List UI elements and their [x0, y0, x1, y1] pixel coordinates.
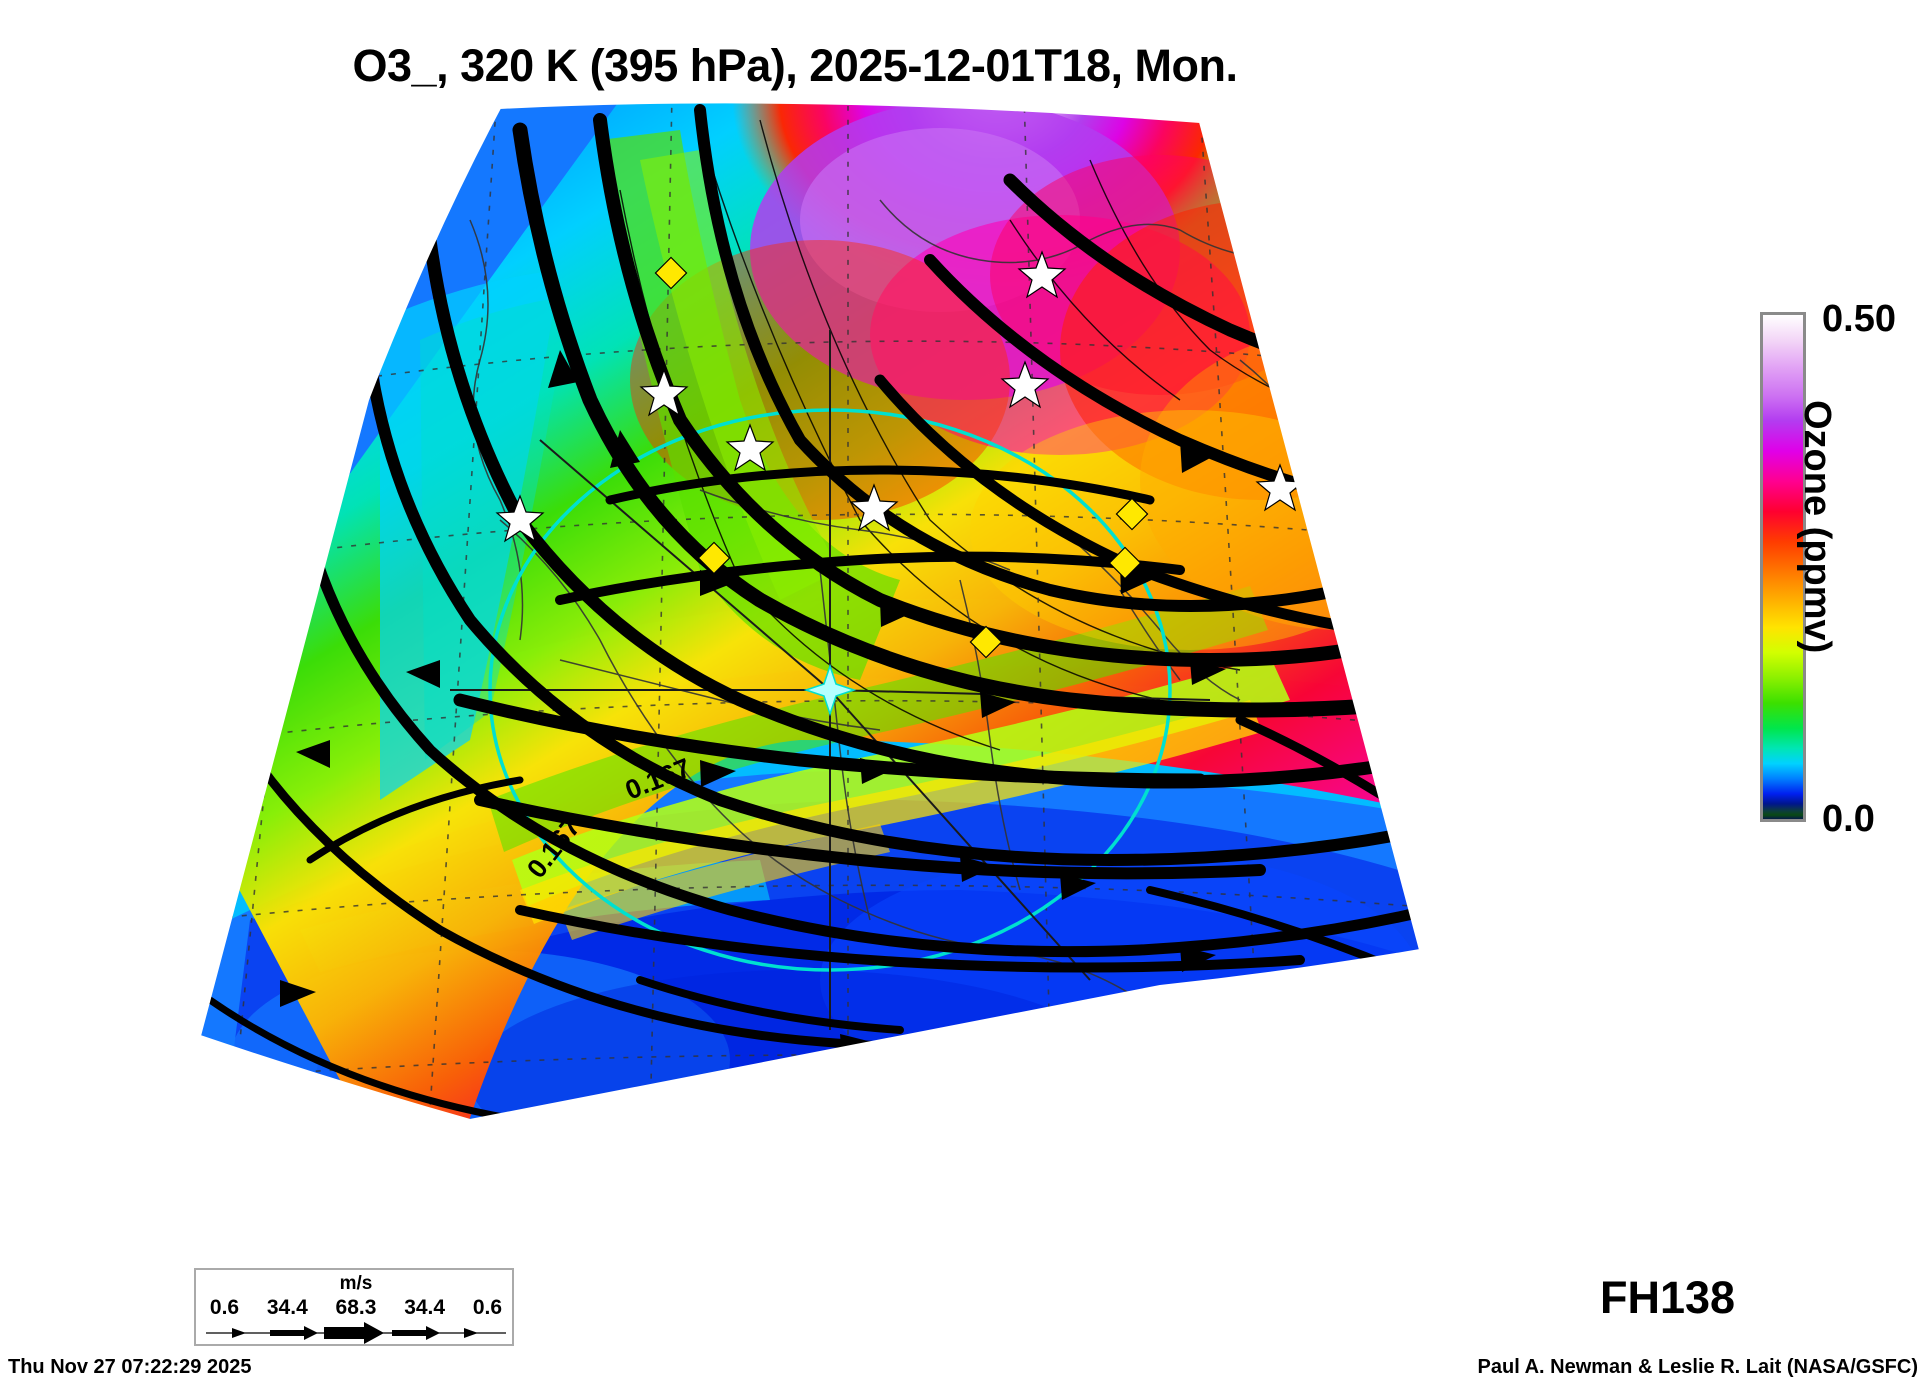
site-diamond-icon — [969, 625, 1003, 659]
contour-label: 0.167 — [1377, 529, 1435, 603]
station-star-icon — [495, 494, 545, 543]
colorbar-panel: 0.50 0.0 — [1760, 298, 1896, 840]
station-star-icon — [725, 423, 775, 472]
colorbar-max-label: 0.50 — [1822, 298, 1896, 340]
station-star-icon — [639, 368, 689, 417]
map-panel: 0.167 0.167 0.167 — [0, 100, 1620, 1250]
author-credit: Paul A. Newman & Leslie R. Lait (NASA/GS… — [1477, 1356, 1918, 1378]
site-diamond-icon — [1379, 617, 1413, 651]
wind-value: 0.6 — [209, 1296, 240, 1319]
wind-arrow-icon — [464, 1328, 478, 1338]
center-marker — [803, 663, 857, 717]
wind-arrow-icon — [324, 1322, 384, 1344]
wind-value: 34.4 — [266, 1296, 308, 1319]
site-diamond-icon — [697, 541, 731, 575]
forecast-hour-label: FH138 — [1600, 1272, 1736, 1323]
wind-arrow-icon — [270, 1326, 318, 1340]
map-border — [198, 101, 1422, 1122]
wind-arrow-scale — [206, 1322, 506, 1344]
station-star-icon — [1000, 360, 1050, 409]
map-content: 0.167 0.167 0.167 — [200, 102, 1521, 1121]
site-diamond-icon — [1108, 546, 1142, 580]
wind-arrow-icon — [392, 1326, 440, 1340]
station-star-icon — [1475, 430, 1521, 475]
site-diamond-icon — [654, 256, 688, 290]
station-star-icon — [1017, 250, 1067, 299]
station-star-icon — [1467, 248, 1513, 293]
station-star-icon — [849, 483, 899, 532]
colorbar-axis-label: Ozone (ppmv) — [1796, 400, 1838, 654]
page-title: O3_, 320 K (395 hPa), 2025-12-01T18, Mon… — [352, 40, 1238, 91]
wind-value: 34.4 — [404, 1296, 446, 1319]
colorbar-min-label: 0.0 — [1822, 798, 1875, 840]
generation-timestamp: Thu Nov 27 07:22:29 2025 — [8, 1356, 252, 1378]
station-star-icon — [1363, 670, 1413, 719]
wind-value: 0.6 — [472, 1296, 503, 1319]
colorbar-gradient — [1760, 312, 1806, 822]
wind-value: 68.3 — [335, 1296, 377, 1319]
station-star-icon — [1387, 566, 1420, 615]
wind-value-row: 0.6 34.4 68.3 34.4 0.6 — [196, 1296, 516, 1320]
site-diamond-icon — [1115, 497, 1149, 531]
wind-arrow-icon — [232, 1328, 246, 1338]
wind-speed-legend: m/s 0.6 34.4 68.3 34.4 0.6 — [194, 1268, 514, 1346]
wind-units-label: m/s — [339, 1273, 373, 1294]
ozone-map: 0.167 0.167 0.167 — [198, 101, 1521, 1122]
